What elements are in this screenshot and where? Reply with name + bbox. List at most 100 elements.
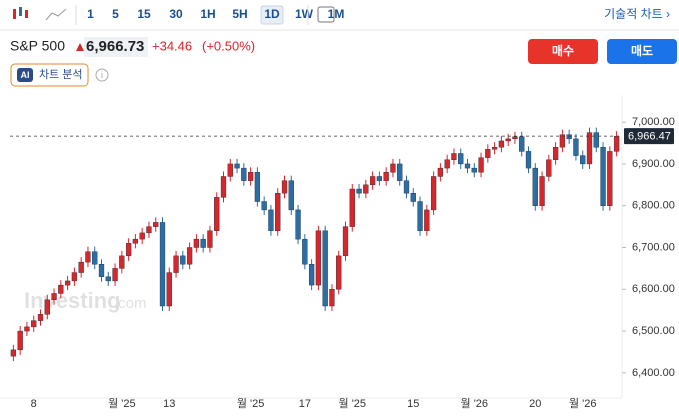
candle-body xyxy=(410,192,416,202)
candle-body xyxy=(78,261,84,273)
candle-body xyxy=(376,176,383,181)
candle-body xyxy=(403,180,410,194)
interval-selected xyxy=(260,5,284,25)
candle-body xyxy=(254,172,261,202)
interval-button[interactable]: 15 xyxy=(137,7,151,21)
candle-body xyxy=(288,180,294,211)
x-tick-label: 8 xyxy=(31,398,37,410)
candle-body xyxy=(613,135,620,152)
candle-body xyxy=(31,320,37,328)
candle-body xyxy=(525,151,532,169)
y-tick-label: 6,900.00 xyxy=(632,158,675,170)
candle-body xyxy=(566,134,572,140)
candle-body xyxy=(519,136,525,152)
candle-body xyxy=(24,326,30,332)
up-arrow xyxy=(76,43,84,51)
candle-body xyxy=(336,255,342,290)
candle-body xyxy=(580,155,586,165)
candle-body xyxy=(593,132,599,148)
plot: 6,400.00 6,500.00 6,600.00 6,700.00 6,800.00… xyxy=(0,95,675,410)
candle-body xyxy=(302,238,308,265)
candle-body xyxy=(71,272,78,282)
interval-button[interactable]: 1D xyxy=(264,7,280,21)
toolbar: 1 5 15 30 1H 5H 1D 1W 1M 기술적 차트 › xyxy=(0,5,679,31)
info-icon[interactable] xyxy=(95,68,109,82)
x-tick-label: 월 '25 xyxy=(339,397,367,410)
candle-body xyxy=(207,230,213,248)
candle-body xyxy=(193,238,200,248)
price: 6,966.73 xyxy=(86,38,144,55)
candle-body xyxy=(44,299,50,315)
ai-badge: AI xyxy=(21,70,30,80)
candle-body xyxy=(92,251,98,265)
line-icon[interactable] xyxy=(45,8,67,21)
candle-body xyxy=(451,153,457,160)
candle-body xyxy=(112,268,118,282)
candle-icon[interactable] xyxy=(13,7,28,19)
candle-body xyxy=(119,255,125,269)
candle-body xyxy=(268,209,274,231)
interval-button[interactable]: 30 xyxy=(169,7,183,21)
buy-label[interactable]: 매수 xyxy=(552,43,574,58)
candle-body xyxy=(220,176,227,198)
change: +34.46 xyxy=(152,38,192,53)
candle-body xyxy=(444,159,450,169)
candle-body xyxy=(10,349,17,357)
watermark: Investing .com xyxy=(24,288,147,313)
candle-body xyxy=(369,176,376,186)
candle-body xyxy=(390,163,396,173)
candle-body xyxy=(241,167,247,181)
candle-body xyxy=(153,222,159,227)
watermark-text: Investing xyxy=(24,288,121,313)
interval-button[interactable]: 1M xyxy=(328,7,345,21)
candle-body xyxy=(146,226,152,234)
candle-body xyxy=(173,255,179,273)
candle-body xyxy=(275,192,281,231)
y-tick-label: 6,600.00 xyxy=(632,283,675,295)
last-price-label: 6,966.47 xyxy=(628,131,671,143)
candle-body xyxy=(478,157,484,173)
candle-body xyxy=(498,140,505,148)
interval-button[interactable]: 1W xyxy=(295,7,314,21)
y-tick-label: 7,000.00 xyxy=(632,116,675,128)
candle-body xyxy=(105,276,111,282)
candle-body xyxy=(85,251,91,263)
interval-button[interactable]: 1H xyxy=(200,7,215,21)
sell-button[interactable] xyxy=(607,39,677,64)
candle-body xyxy=(308,264,315,286)
candle-body xyxy=(322,230,328,307)
last-price-box xyxy=(624,128,674,145)
y-tick-label: 6,400.00 xyxy=(632,367,675,379)
candle-body xyxy=(430,176,437,211)
candle-body xyxy=(247,172,254,181)
interval-button[interactable]: 5H xyxy=(232,7,247,21)
candle-body xyxy=(397,163,403,181)
candle-body xyxy=(458,153,464,165)
settings-icon[interactable] xyxy=(317,6,335,23)
candle-body xyxy=(166,272,172,307)
candle-body xyxy=(424,209,430,231)
candle-body xyxy=(607,151,613,206)
candle-body xyxy=(227,163,233,177)
y-tick-label: 6,700.00 xyxy=(632,241,675,253)
buy-button[interactable] xyxy=(528,39,598,64)
x-tick-label: 20 xyxy=(529,398,541,410)
candle-body xyxy=(512,136,518,140)
interval-button[interactable]: 5 xyxy=(112,7,119,21)
interval-button[interactable]: 1 xyxy=(87,7,94,21)
candle-body xyxy=(159,222,166,307)
sell-label[interactable]: 매도 xyxy=(631,43,653,58)
x-tick-label: 월 '25 xyxy=(237,397,265,410)
x-tick-label: 15 xyxy=(407,398,419,410)
technical-chart-link[interactable]: 기술적 차트 › xyxy=(604,7,670,21)
candle-body xyxy=(51,293,57,300)
ai-label[interactable]: 차트 분석 xyxy=(39,68,83,81)
price-highlight xyxy=(84,37,148,57)
y-tick-label: 6,800.00 xyxy=(632,200,675,212)
candle-body xyxy=(383,172,389,181)
y-tick-label: 6,500.00 xyxy=(632,325,675,337)
candle-body xyxy=(363,184,369,194)
watermark-suffix: .com xyxy=(114,295,147,312)
candle-body xyxy=(180,255,186,265)
